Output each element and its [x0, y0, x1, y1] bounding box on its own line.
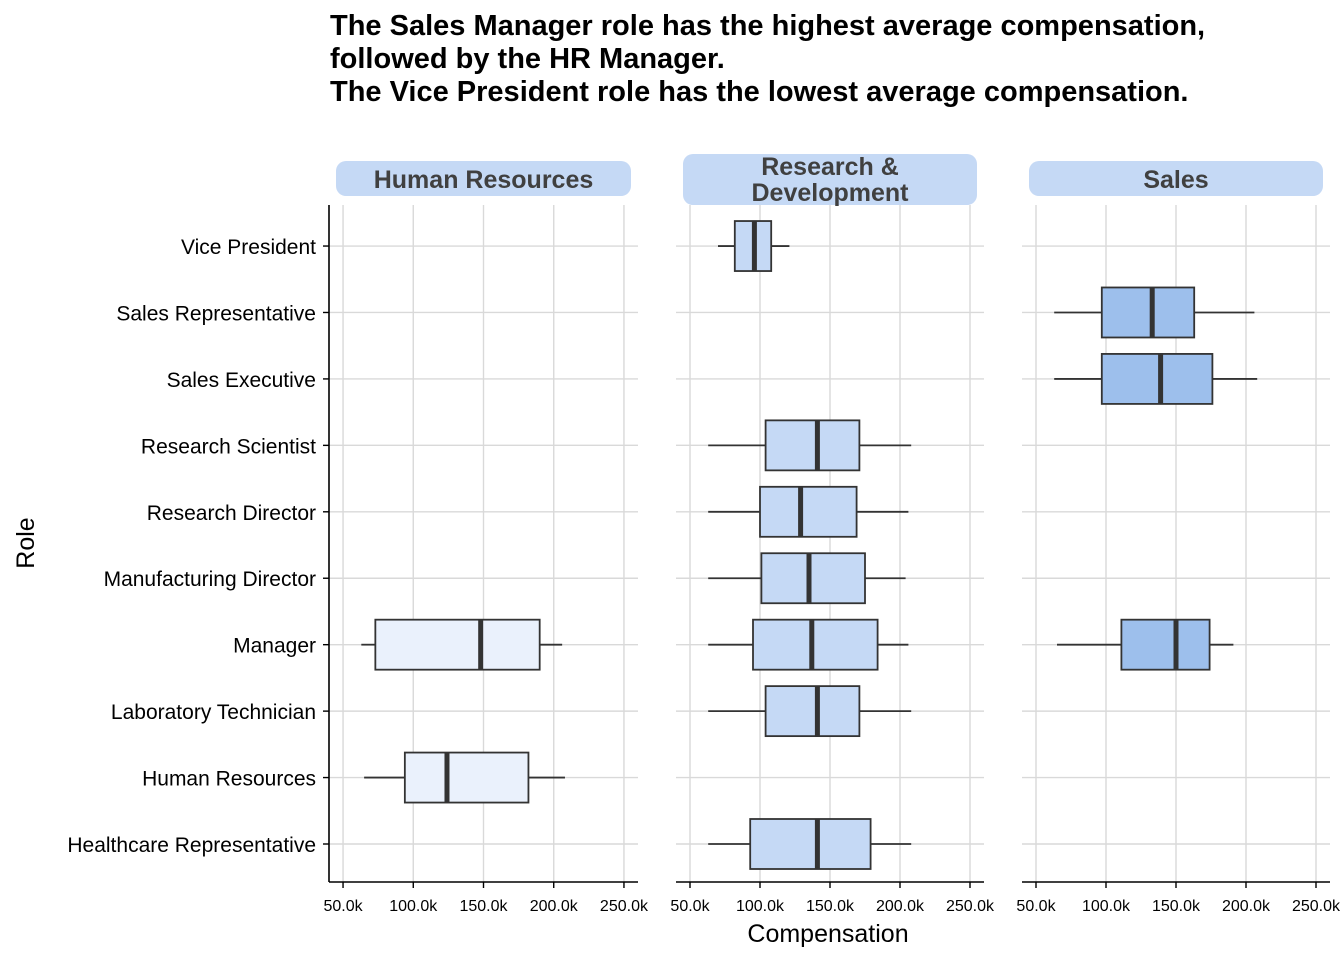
facet-panel: 50.0k 100.0k 150.0k 200.0k 250.0k Human Resou…	[323, 161, 649, 915]
y-tick-label: Manager	[233, 635, 316, 658]
iqr-box	[752, 618, 879, 671]
box-healthcare-representative	[708, 818, 912, 870]
facet-strip-label: Development	[752, 179, 910, 207]
y-axis-label: Role	[12, 517, 40, 568]
x-tick-label: 200.0k	[530, 898, 579, 915]
y-tick-label: Research Director	[147, 502, 316, 525]
box-manager	[1057, 618, 1234, 671]
facet-strip	[1029, 161, 1323, 196]
box-manager	[361, 618, 563, 671]
x-tick-label: 150.0k	[459, 898, 508, 915]
facet-strip-label: Sales	[1143, 166, 1208, 194]
box-human-resources	[364, 751, 565, 804]
x-axis-label: Compensation	[747, 920, 908, 948]
y-tick-label: Sales Representative	[116, 302, 316, 325]
box-vice-president	[718, 220, 790, 272]
iqr-box	[764, 419, 861, 472]
facet-panel: 50.0k 100.0k 150.0k 200.0k 250.0k Sales	[1016, 161, 1341, 915]
facet-panels: 50.0k 100.0k 150.0k 200.0k 250.0k Human Resou…	[323, 153, 1341, 915]
y-tick-label: Healthcare Representative	[67, 834, 316, 857]
iqr-box	[760, 552, 866, 605]
box-sales-representative	[1054, 286, 1255, 339]
y-tick-label: Human Resources	[142, 768, 316, 791]
y-tick-label: Laboratory Technician	[111, 701, 316, 724]
iqr-box	[1120, 618, 1211, 671]
box-research-scientist	[708, 419, 912, 472]
y-tick-label: Sales Executive	[167, 369, 316, 392]
facet-strip	[683, 154, 977, 205]
y-tick-label: Vice President	[181, 236, 316, 259]
title-line: followed by the HR Manager.	[330, 43, 725, 75]
x-tick-label: 150.0k	[806, 898, 855, 915]
box-manufacturing-director	[708, 552, 906, 605]
x-tick-label: 250.0k	[946, 898, 995, 915]
x-tick-label: 100.0k	[736, 898, 785, 915]
iqr-box	[374, 618, 541, 671]
title-line: The Sales Manager role has the highest a…	[330, 10, 1206, 42]
x-tick-label: 50.0k	[670, 898, 710, 915]
box-manager	[708, 618, 909, 671]
x-tick-label: 50.0k	[1016, 898, 1056, 915]
y-axis-tick-labels: Healthcare Representative Human Resources…	[67, 236, 329, 857]
iqr-box	[764, 685, 861, 738]
box-laboratory-technician	[708, 685, 912, 738]
x-tick-label: 100.0k	[389, 898, 438, 915]
x-tick-label: 50.0k	[323, 898, 363, 915]
facet-strip-label: Research &	[761, 153, 899, 181]
y-tick-label: Research Scientist	[141, 435, 316, 458]
facet-strip	[336, 161, 631, 196]
x-tick-label: 250.0k	[600, 898, 649, 915]
title-line: The Vice President role has the lowest a…	[330, 76, 1189, 108]
chart-title: The Sales Manager role has the highest a…	[330, 10, 1330, 109]
iqr-box	[1100, 353, 1214, 405]
iqr-box	[749, 818, 872, 870]
facet-panel: 50.0k 100.0k 150.0k 200.0k 250.0k Research &D…	[670, 153, 995, 915]
box-research-director	[708, 485, 909, 538]
x-tick-label: 200.0k	[876, 898, 925, 915]
iqr-box	[759, 485, 858, 538]
facet-strip-label: Human Resources	[374, 166, 594, 194]
iqr-box	[1100, 286, 1196, 339]
x-tick-label: 250.0k	[1292, 898, 1341, 915]
x-tick-label: 200.0k	[1222, 898, 1271, 915]
x-tick-label: 100.0k	[1082, 898, 1131, 915]
x-tick-label: 150.0k	[1152, 898, 1201, 915]
iqr-box	[403, 751, 530, 804]
y-tick-label: Manufacturing Director	[104, 568, 316, 591]
box-sales-executive	[1054, 353, 1258, 405]
